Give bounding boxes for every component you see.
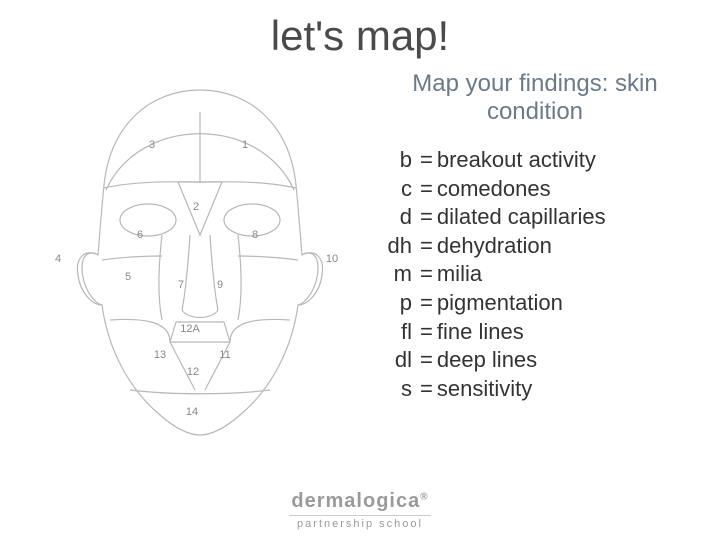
lower-line [110, 319, 290, 342]
legend-label: fine lines [437, 318, 524, 347]
legend-row: s=sensitivity [380, 375, 690, 404]
legend-equals: = [416, 346, 437, 375]
legend-row: dl=deep lines [380, 346, 690, 375]
legend-row: d=dilated capillaries [380, 203, 690, 232]
legend-code: c [380, 175, 416, 204]
legend-code: d [380, 203, 416, 232]
legend-label: breakout activity [437, 146, 596, 175]
zone-label-9: 9 [217, 279, 223, 291]
legend-label: sensitivity [437, 375, 532, 404]
zone-label-5: 5 [125, 271, 131, 283]
zone-label-6: 6 [137, 229, 143, 241]
legend-code: m [380, 260, 416, 289]
legend-label: dehydration [437, 232, 552, 261]
left-cheek-line [159, 235, 162, 320]
legend-equals: = [416, 232, 437, 261]
zone-label-11: 11 [219, 349, 230, 361]
legend-equals: = [416, 203, 437, 232]
left-eye [120, 204, 176, 236]
nose-right [210, 235, 218, 310]
zone-label-14: 14 [186, 406, 198, 418]
legend-equals: = [416, 289, 437, 318]
upper-lip-box [170, 322, 230, 342]
subtitle: Map your findings: skin condition [380, 70, 690, 126]
nose-left [182, 235, 190, 310]
legend-list: b=breakout activityc=comedonesd=dilated … [380, 146, 690, 403]
legend-label: pigmentation [437, 289, 563, 318]
zone-label-12: 12 [187, 366, 199, 378]
legend-equals: = [416, 260, 437, 289]
legend-code: b [380, 146, 416, 175]
triangle-zone-2 [178, 182, 222, 235]
zone-label-7: 7 [178, 279, 184, 291]
brand-subtitle: partnership school [289, 515, 431, 530]
right-cheek-line [238, 235, 241, 320]
legend-row: dh=dehydration [380, 232, 690, 261]
footer-logo: dermalogica® partnership school [0, 490, 720, 532]
legend-code: dh [380, 232, 416, 261]
jaw-line [130, 390, 270, 394]
zone-label-10: 10 [326, 253, 338, 265]
right-ear [298, 253, 323, 305]
face-diagram: 12345678910111212A1314 [30, 70, 370, 465]
zone-label-13: 13 [154, 349, 166, 361]
legend-row: b=breakout activity [380, 146, 690, 175]
legend-label: milia [437, 260, 482, 289]
legend-row: m=milia [380, 260, 690, 289]
legend-code: p [380, 289, 416, 318]
legend-code: dl [380, 346, 416, 375]
page-title: let's map! [0, 0, 720, 60]
legend-label: dilated capillaries [437, 203, 606, 232]
midface-line [102, 256, 298, 260]
registered-icon: ® [420, 491, 428, 502]
legend-row: fl=fine lines [380, 318, 690, 347]
legend-row: c=comedones [380, 175, 690, 204]
brand-text: dermalogica [291, 490, 420, 512]
left-ear [77, 253, 102, 305]
zone-label-1: 1 [242, 139, 248, 151]
text-column: Map your findings: skin condition b=brea… [370, 70, 690, 465]
legend-equals: = [416, 175, 437, 204]
nose-base [182, 310, 218, 318]
zone-label-4: 4 [55, 253, 61, 265]
content-row: 12345678910111212A1314 Map your findings… [0, 60, 720, 465]
legend-label: deep lines [437, 346, 537, 375]
zone-label-12A: 12A [180, 323, 200, 335]
legend-code: s [380, 375, 416, 404]
face-svg: 12345678910111212A1314 [30, 70, 370, 460]
brand-name: dermalogica® [0, 490, 720, 513]
legend-label: comedones [437, 175, 551, 204]
zone-label-2: 2 [193, 201, 199, 213]
legend-equals: = [416, 146, 437, 175]
legend-code: fl [380, 318, 416, 347]
zone-label-3: 3 [149, 139, 155, 151]
legend-equals: = [416, 318, 437, 347]
brow-line [104, 182, 296, 188]
legend-equals: = [416, 375, 437, 404]
legend-row: p=pigmentation [380, 289, 690, 318]
zone-label-8: 8 [252, 229, 258, 241]
